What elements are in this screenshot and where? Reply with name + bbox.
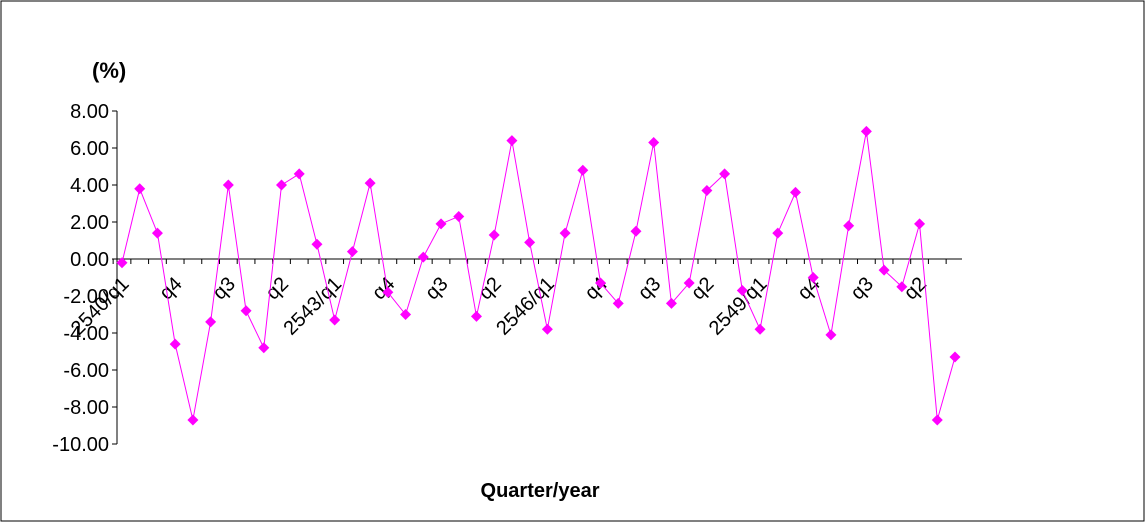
data-point <box>506 135 518 147</box>
data-point <box>417 251 429 263</box>
data-point <box>258 342 270 354</box>
data-point <box>169 338 181 350</box>
data-point <box>240 305 252 317</box>
data-point <box>524 236 536 248</box>
data-point <box>382 286 394 298</box>
data-point <box>843 220 855 232</box>
data-point <box>222 179 234 191</box>
data-point <box>311 238 323 250</box>
data-point <box>364 177 376 189</box>
data-point <box>949 351 961 363</box>
data-point <box>151 227 163 239</box>
y-tick-label: 0.00 <box>70 249 109 271</box>
data-point <box>577 164 589 176</box>
data-point <box>435 218 447 230</box>
data-point <box>807 272 819 283</box>
data-point <box>648 136 660 148</box>
y-tick-label: -4.00 <box>63 323 109 345</box>
data-point <box>825 329 837 341</box>
data-point <box>453 210 465 222</box>
data-point <box>595 277 607 289</box>
data-point <box>931 414 943 426</box>
data-point <box>896 281 908 293</box>
y-tick-label: -6.00 <box>63 360 109 382</box>
data-point <box>205 316 217 328</box>
data-point <box>665 297 677 309</box>
data-point <box>541 323 553 335</box>
y-tick-label: 4.00 <box>70 175 109 197</box>
data-point <box>878 264 890 276</box>
data-point <box>860 125 872 137</box>
data-point <box>488 229 500 241</box>
data-point <box>789 186 801 198</box>
data-point <box>701 185 713 197</box>
data-point <box>134 183 146 195</box>
data-point <box>293 168 305 180</box>
data-point <box>612 297 624 309</box>
y-tick-label: 6.00 <box>70 138 109 160</box>
data-point <box>754 323 766 335</box>
data-point <box>914 218 926 230</box>
data-point <box>329 314 341 326</box>
y-tick-label: -10.00 <box>52 434 109 456</box>
data-point <box>470 310 482 322</box>
x-axis-label: Quarter/year <box>481 480 600 502</box>
data-point <box>400 309 412 320</box>
data-point <box>719 168 731 180</box>
data-point <box>116 257 128 269</box>
data-point <box>683 277 695 289</box>
data-point <box>772 227 784 239</box>
y-tick-label: 2.00 <box>70 212 109 234</box>
series-line <box>121 131 956 421</box>
data-point <box>630 225 642 237</box>
y-tick-label: -2.00 <box>63 286 109 308</box>
data-point <box>559 227 571 239</box>
data-point <box>736 284 748 296</box>
data-point <box>276 179 288 191</box>
y-tick-label: -8.00 <box>63 397 109 419</box>
y-axis-label: (%) <box>92 58 126 83</box>
y-tick-label: 8.00 <box>70 101 109 123</box>
data-point <box>346 246 358 258</box>
data-point <box>187 414 199 426</box>
